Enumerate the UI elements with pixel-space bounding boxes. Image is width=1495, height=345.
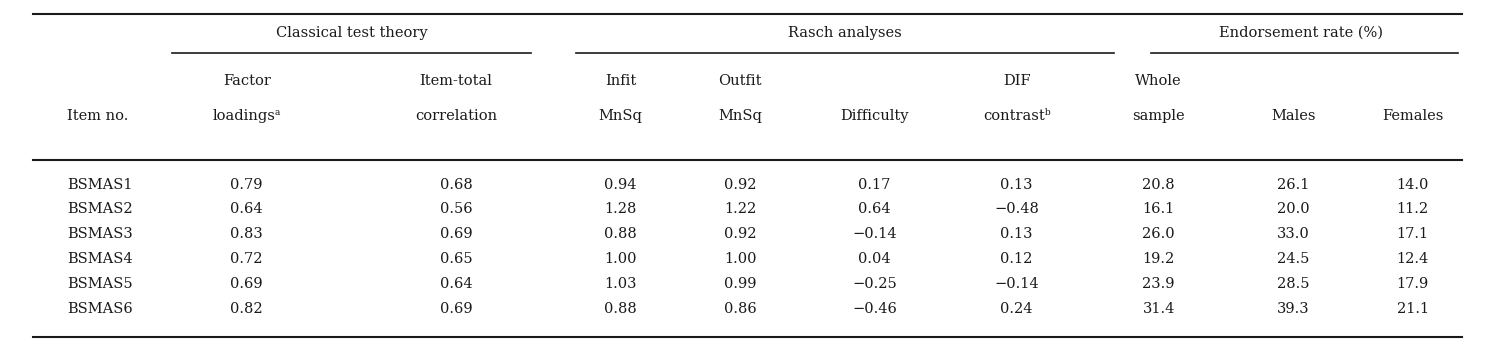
Text: 0.65: 0.65 [440, 252, 472, 266]
Text: 33.0: 33.0 [1277, 227, 1310, 241]
Text: 0.64: 0.64 [858, 203, 891, 216]
Text: DIF: DIF [1003, 74, 1030, 88]
Text: 16.1: 16.1 [1142, 203, 1175, 216]
Text: Outfit: Outfit [718, 74, 762, 88]
Text: loadingsᵃ: loadingsᵃ [212, 109, 281, 122]
Text: −0.14: −0.14 [994, 277, 1039, 291]
Text: BSMAS2: BSMAS2 [67, 203, 133, 216]
Text: 1.03: 1.03 [604, 277, 637, 291]
Text: 0.88: 0.88 [604, 302, 637, 316]
Text: 1.28: 1.28 [604, 203, 637, 216]
Text: Males: Males [1271, 109, 1316, 122]
Text: 0.69: 0.69 [230, 277, 263, 291]
Text: 11.2: 11.2 [1396, 203, 1429, 216]
Text: 1.00: 1.00 [724, 252, 756, 266]
Text: 12.4: 12.4 [1396, 252, 1429, 266]
Text: contrastᵇ: contrastᵇ [982, 109, 1051, 122]
Text: MnSq: MnSq [598, 109, 643, 122]
Text: Endorsement rate (%): Endorsement rate (%) [1218, 26, 1383, 40]
Text: −0.46: −0.46 [852, 302, 897, 316]
Text: 39.3: 39.3 [1277, 302, 1310, 316]
Text: 0.64: 0.64 [230, 203, 263, 216]
Text: 0.72: 0.72 [230, 252, 263, 266]
Text: Rasch analyses: Rasch analyses [788, 26, 901, 40]
Text: 0.13: 0.13 [1000, 227, 1033, 241]
Text: 1.00: 1.00 [604, 252, 637, 266]
Text: −0.48: −0.48 [994, 203, 1039, 216]
Text: 0.56: 0.56 [440, 203, 472, 216]
Text: 26.0: 26.0 [1142, 227, 1175, 241]
Text: 21.1: 21.1 [1396, 302, 1429, 316]
Text: 31.4: 31.4 [1142, 302, 1175, 316]
Text: 0.88: 0.88 [604, 227, 637, 241]
Text: 17.9: 17.9 [1396, 277, 1429, 291]
Text: Factor: Factor [223, 74, 271, 88]
Text: BSMAS4: BSMAS4 [67, 252, 133, 266]
Text: 0.64: 0.64 [440, 277, 472, 291]
Text: correlation: correlation [416, 109, 496, 122]
Text: 0.12: 0.12 [1000, 252, 1033, 266]
Text: 26.1: 26.1 [1277, 178, 1310, 191]
Text: 0.13: 0.13 [1000, 178, 1033, 191]
Text: 0.04: 0.04 [858, 252, 891, 266]
Text: 0.68: 0.68 [440, 178, 472, 191]
Text: 0.69: 0.69 [440, 227, 472, 241]
Text: 0.17: 0.17 [858, 178, 891, 191]
Text: −0.14: −0.14 [852, 227, 897, 241]
Text: BSMAS3: BSMAS3 [67, 227, 133, 241]
Text: 0.92: 0.92 [724, 227, 756, 241]
Text: 19.2: 19.2 [1142, 252, 1175, 266]
Text: 0.79: 0.79 [230, 178, 263, 191]
Text: Difficulty: Difficulty [840, 109, 909, 122]
Text: MnSq: MnSq [718, 109, 762, 122]
Text: Item no.: Item no. [67, 109, 129, 122]
Text: 0.83: 0.83 [230, 227, 263, 241]
Text: sample: sample [1132, 109, 1186, 122]
Text: −0.25: −0.25 [852, 277, 897, 291]
Text: Item-total: Item-total [420, 74, 492, 88]
Text: 20.8: 20.8 [1142, 178, 1175, 191]
Text: BSMAS1: BSMAS1 [67, 178, 133, 191]
Text: Classical test theory: Classical test theory [275, 26, 428, 40]
Text: Whole: Whole [1135, 74, 1183, 88]
Text: 0.92: 0.92 [724, 178, 756, 191]
Text: 0.99: 0.99 [724, 277, 756, 291]
Text: 14.0: 14.0 [1396, 178, 1429, 191]
Text: 0.69: 0.69 [440, 302, 472, 316]
Text: 24.5: 24.5 [1277, 252, 1310, 266]
Text: Females: Females [1381, 109, 1444, 122]
Text: 1.22: 1.22 [724, 203, 756, 216]
Text: 0.94: 0.94 [604, 178, 637, 191]
Text: 28.5: 28.5 [1277, 277, 1310, 291]
Text: 23.9: 23.9 [1142, 277, 1175, 291]
Text: 20.0: 20.0 [1277, 203, 1310, 216]
Text: 0.24: 0.24 [1000, 302, 1033, 316]
Text: Infit: Infit [605, 74, 635, 88]
Text: 0.82: 0.82 [230, 302, 263, 316]
Text: BSMAS5: BSMAS5 [67, 277, 133, 291]
Text: BSMAS6: BSMAS6 [67, 302, 133, 316]
Text: 17.1: 17.1 [1396, 227, 1429, 241]
Text: 0.86: 0.86 [724, 302, 756, 316]
